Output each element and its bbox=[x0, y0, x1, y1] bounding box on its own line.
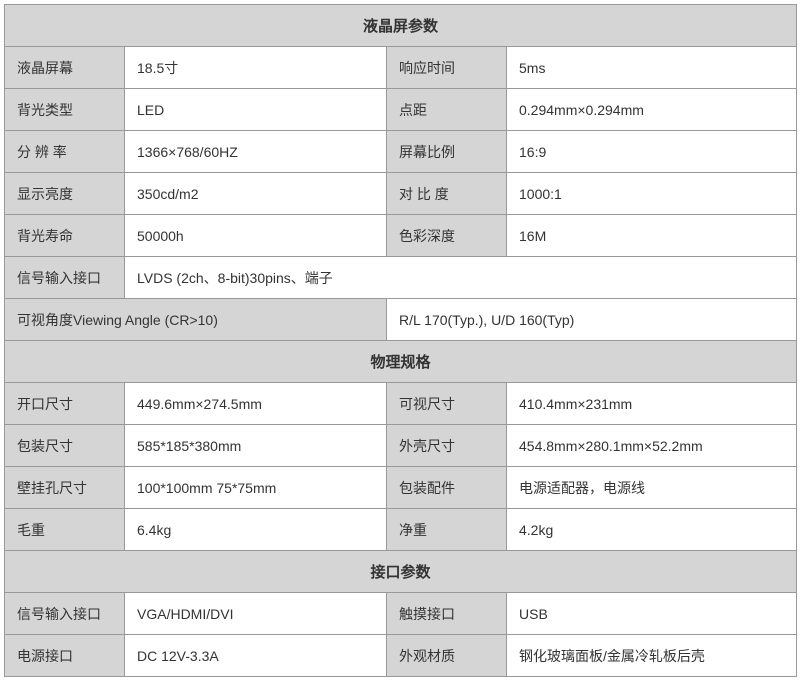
if-r1-l1: 电源接口 bbox=[5, 635, 125, 677]
lcd-r0-v2: 5ms bbox=[507, 47, 797, 89]
table-row: 显示亮度 350cd/m2 对 比 度 1000:1 bbox=[5, 173, 797, 215]
lcd-r4-v1: 50000h bbox=[125, 215, 387, 257]
phy-r1-l2: 外壳尺寸 bbox=[387, 425, 507, 467]
if-r0-l2: 触摸接口 bbox=[387, 593, 507, 635]
phy-r2-v2: 电源适配器，电源线 bbox=[507, 467, 797, 509]
spec-table: 液晶屏参数 液晶屏幕 18.5寸 响应时间 5ms 背光类型 LED 点距 0.… bbox=[4, 4, 797, 677]
if-r1-l2: 外观材质 bbox=[387, 635, 507, 677]
table-row: 背光寿命 50000h 色彩深度 16M bbox=[5, 215, 797, 257]
if-r1-v1: DC 12V-3.3A bbox=[125, 635, 387, 677]
lcd-r0-l2: 响应时间 bbox=[387, 47, 507, 89]
lcd-signal-label: 信号输入接口 bbox=[5, 257, 125, 299]
lcd-signal-value: LVDS (2ch、8-bit)30pins、端子 bbox=[125, 257, 797, 299]
phy-r1-l1: 包装尺寸 bbox=[5, 425, 125, 467]
table-row: 毛重 6.4kg 净重 4.2kg bbox=[5, 509, 797, 551]
interface-title: 接口参数 bbox=[5, 551, 797, 593]
lcd-r2-l2: 屏幕比例 bbox=[387, 131, 507, 173]
physical-title: 物理规格 bbox=[5, 341, 797, 383]
lcd-r2-v1: 1366×768/60HZ bbox=[125, 131, 387, 173]
if-r1-v2: 钢化玻璃面板/金属冷轧板后壳 bbox=[507, 635, 797, 677]
phy-r3-l2: 净重 bbox=[387, 509, 507, 551]
phy-r2-v1: 100*100mm 75*75mm bbox=[125, 467, 387, 509]
lcd-r3-v2: 1000:1 bbox=[507, 173, 797, 215]
table-row: 背光类型 LED 点距 0.294mm×0.294mm bbox=[5, 89, 797, 131]
lcd-r4-l2: 色彩深度 bbox=[387, 215, 507, 257]
table-row: 电源接口 DC 12V-3.3A 外观材质 钢化玻璃面板/金属冷轧板后壳 bbox=[5, 635, 797, 677]
lcd-r0-l1: 液晶屏幕 bbox=[5, 47, 125, 89]
lcd-r4-l1: 背光寿命 bbox=[5, 215, 125, 257]
table-row: 液晶屏幕 18.5寸 响应时间 5ms bbox=[5, 47, 797, 89]
lcd-r1-l1: 背光类型 bbox=[5, 89, 125, 131]
table-row: 开口尺寸 449.6mm×274.5mm 可视尺寸 410.4mm×231mm bbox=[5, 383, 797, 425]
phy-r1-v1: 585*185*380mm bbox=[125, 425, 387, 467]
lcd-r4-v2: 16M bbox=[507, 215, 797, 257]
section-header-lcd: 液晶屏参数 bbox=[5, 5, 797, 47]
lcd-r1-v1: LED bbox=[125, 89, 387, 131]
table-row: 壁挂孔尺寸 100*100mm 75*75mm 包装配件 电源适配器，电源线 bbox=[5, 467, 797, 509]
lcd-r3-l1: 显示亮度 bbox=[5, 173, 125, 215]
if-r0-l1: 信号输入接口 bbox=[5, 593, 125, 635]
phy-r0-v1: 449.6mm×274.5mm bbox=[125, 383, 387, 425]
lcd-r2-l1: 分 辨 率 bbox=[5, 131, 125, 173]
lcd-viewing-angle-label: 可视角度Viewing Angle (CR>10) bbox=[5, 299, 387, 341]
lcd-r1-v2: 0.294mm×0.294mm bbox=[507, 89, 797, 131]
table-row: 包装尺寸 585*185*380mm 外壳尺寸 454.8mm×280.1mm×… bbox=[5, 425, 797, 467]
lcd-r1-l2: 点距 bbox=[387, 89, 507, 131]
section-header-physical: 物理规格 bbox=[5, 341, 797, 383]
table-row: 分 辨 率 1366×768/60HZ 屏幕比例 16:9 bbox=[5, 131, 797, 173]
phy-r2-l2: 包装配件 bbox=[387, 467, 507, 509]
table-row: 信号输入接口 VGA/HDMI/DVI 触摸接口 USB bbox=[5, 593, 797, 635]
phy-r3-l1: 毛重 bbox=[5, 509, 125, 551]
table-row: 可视角度Viewing Angle (CR>10) R/L 170(Typ.),… bbox=[5, 299, 797, 341]
lcd-r3-v1: 350cd/m2 bbox=[125, 173, 387, 215]
phy-r2-l1: 壁挂孔尺寸 bbox=[5, 467, 125, 509]
lcd-r2-v2: 16:9 bbox=[507, 131, 797, 173]
phy-r3-v2: 4.2kg bbox=[507, 509, 797, 551]
phy-r1-v2: 454.8mm×280.1mm×52.2mm bbox=[507, 425, 797, 467]
lcd-viewing-angle-value: R/L 170(Typ.), U/D 160(Typ) bbox=[387, 299, 797, 341]
lcd-r0-v1: 18.5寸 bbox=[125, 47, 387, 89]
phy-r3-v1: 6.4kg bbox=[125, 509, 387, 551]
phy-r0-v2: 410.4mm×231mm bbox=[507, 383, 797, 425]
phy-r0-l1: 开口尺寸 bbox=[5, 383, 125, 425]
lcd-r3-l2: 对 比 度 bbox=[387, 173, 507, 215]
if-r0-v2: USB bbox=[507, 593, 797, 635]
if-r0-v1: VGA/HDMI/DVI bbox=[125, 593, 387, 635]
section-header-interface: 接口参数 bbox=[5, 551, 797, 593]
phy-r0-l2: 可视尺寸 bbox=[387, 383, 507, 425]
lcd-title: 液晶屏参数 bbox=[5, 5, 797, 47]
table-row: 信号输入接口 LVDS (2ch、8-bit)30pins、端子 bbox=[5, 257, 797, 299]
